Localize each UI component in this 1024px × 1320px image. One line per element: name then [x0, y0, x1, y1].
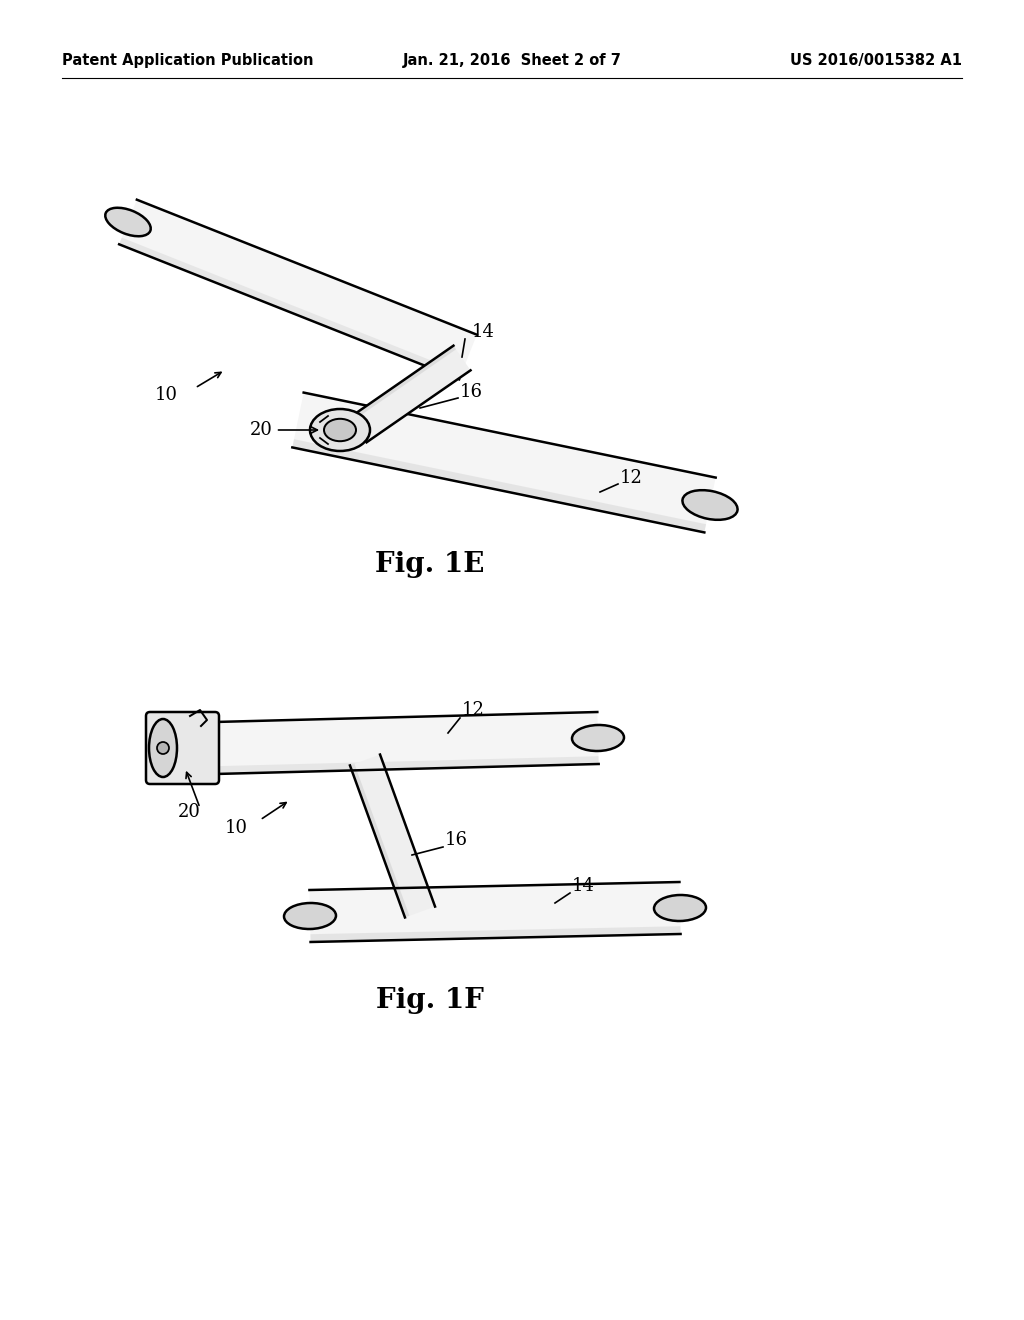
- FancyBboxPatch shape: [146, 711, 219, 784]
- Text: 14: 14: [472, 323, 495, 341]
- Polygon shape: [119, 238, 462, 379]
- Text: 12: 12: [462, 701, 485, 719]
- Ellipse shape: [157, 742, 169, 754]
- Text: Fig. 1F: Fig. 1F: [376, 986, 484, 1014]
- Polygon shape: [310, 927, 681, 942]
- Polygon shape: [349, 346, 471, 442]
- Polygon shape: [292, 392, 716, 532]
- Text: 12: 12: [620, 469, 643, 487]
- Polygon shape: [292, 440, 706, 532]
- Polygon shape: [215, 756, 599, 774]
- Ellipse shape: [572, 725, 624, 751]
- Text: 16: 16: [445, 832, 468, 849]
- Ellipse shape: [654, 895, 706, 921]
- Text: 20: 20: [178, 803, 201, 821]
- Text: 14: 14: [572, 876, 595, 895]
- Text: Jan. 21, 2016  Sheet 2 of 7: Jan. 21, 2016 Sheet 2 of 7: [402, 53, 622, 67]
- Text: US 2016/0015382 A1: US 2016/0015382 A1: [790, 53, 962, 67]
- Polygon shape: [309, 882, 681, 942]
- Polygon shape: [119, 199, 477, 379]
- Text: 10: 10: [225, 818, 248, 837]
- Polygon shape: [349, 346, 456, 421]
- Text: Fig. 1E: Fig. 1E: [376, 552, 484, 578]
- Text: 10: 10: [155, 385, 178, 404]
- Polygon shape: [350, 764, 410, 917]
- Ellipse shape: [310, 409, 370, 451]
- Ellipse shape: [324, 418, 356, 441]
- Ellipse shape: [105, 207, 151, 236]
- Polygon shape: [350, 755, 435, 917]
- Ellipse shape: [682, 490, 737, 520]
- Ellipse shape: [150, 719, 177, 777]
- Text: 16: 16: [460, 383, 483, 401]
- Ellipse shape: [284, 903, 336, 929]
- Text: 20: 20: [250, 421, 317, 440]
- Polygon shape: [214, 711, 599, 774]
- Text: Patent Application Publication: Patent Application Publication: [62, 53, 313, 67]
